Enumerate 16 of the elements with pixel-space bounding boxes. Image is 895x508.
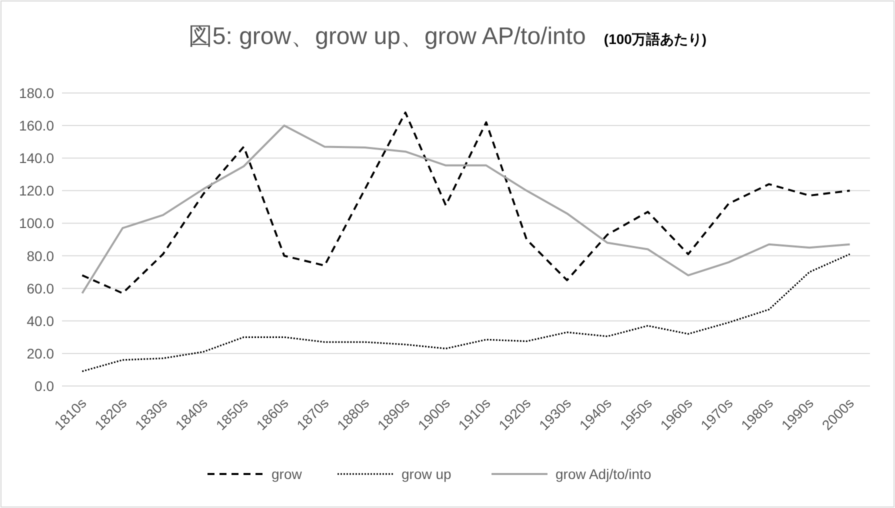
line-series bbox=[81, 253, 851, 372]
y-tick-label: 20.0 bbox=[26, 345, 54, 362]
y-tick-label: 140.0 bbox=[18, 150, 54, 166]
chart-subtitle: (100万語あたり) bbox=[604, 31, 707, 47]
legend-label: grow up bbox=[402, 466, 452, 482]
y-tick-label: 120.0 bbox=[18, 182, 54, 199]
y-tick-label: 100.0 bbox=[18, 215, 54, 232]
y-tick-label: 60.0 bbox=[26, 280, 54, 296]
y-tick-label: 80.0 bbox=[26, 248, 54, 264]
y-tick-label: 40.0 bbox=[26, 312, 54, 329]
y-tick-label: 0.0 bbox=[34, 378, 54, 394]
chart-title: 図5: grow、grow up、grow AP/to/into bbox=[188, 23, 586, 50]
y-tick-label: 180.0 bbox=[18, 85, 54, 101]
legend-label: grow bbox=[272, 466, 303, 482]
y-tick-label: 160.0 bbox=[18, 118, 54, 134]
legend-label: grow Adj/to/into bbox=[556, 466, 652, 482]
